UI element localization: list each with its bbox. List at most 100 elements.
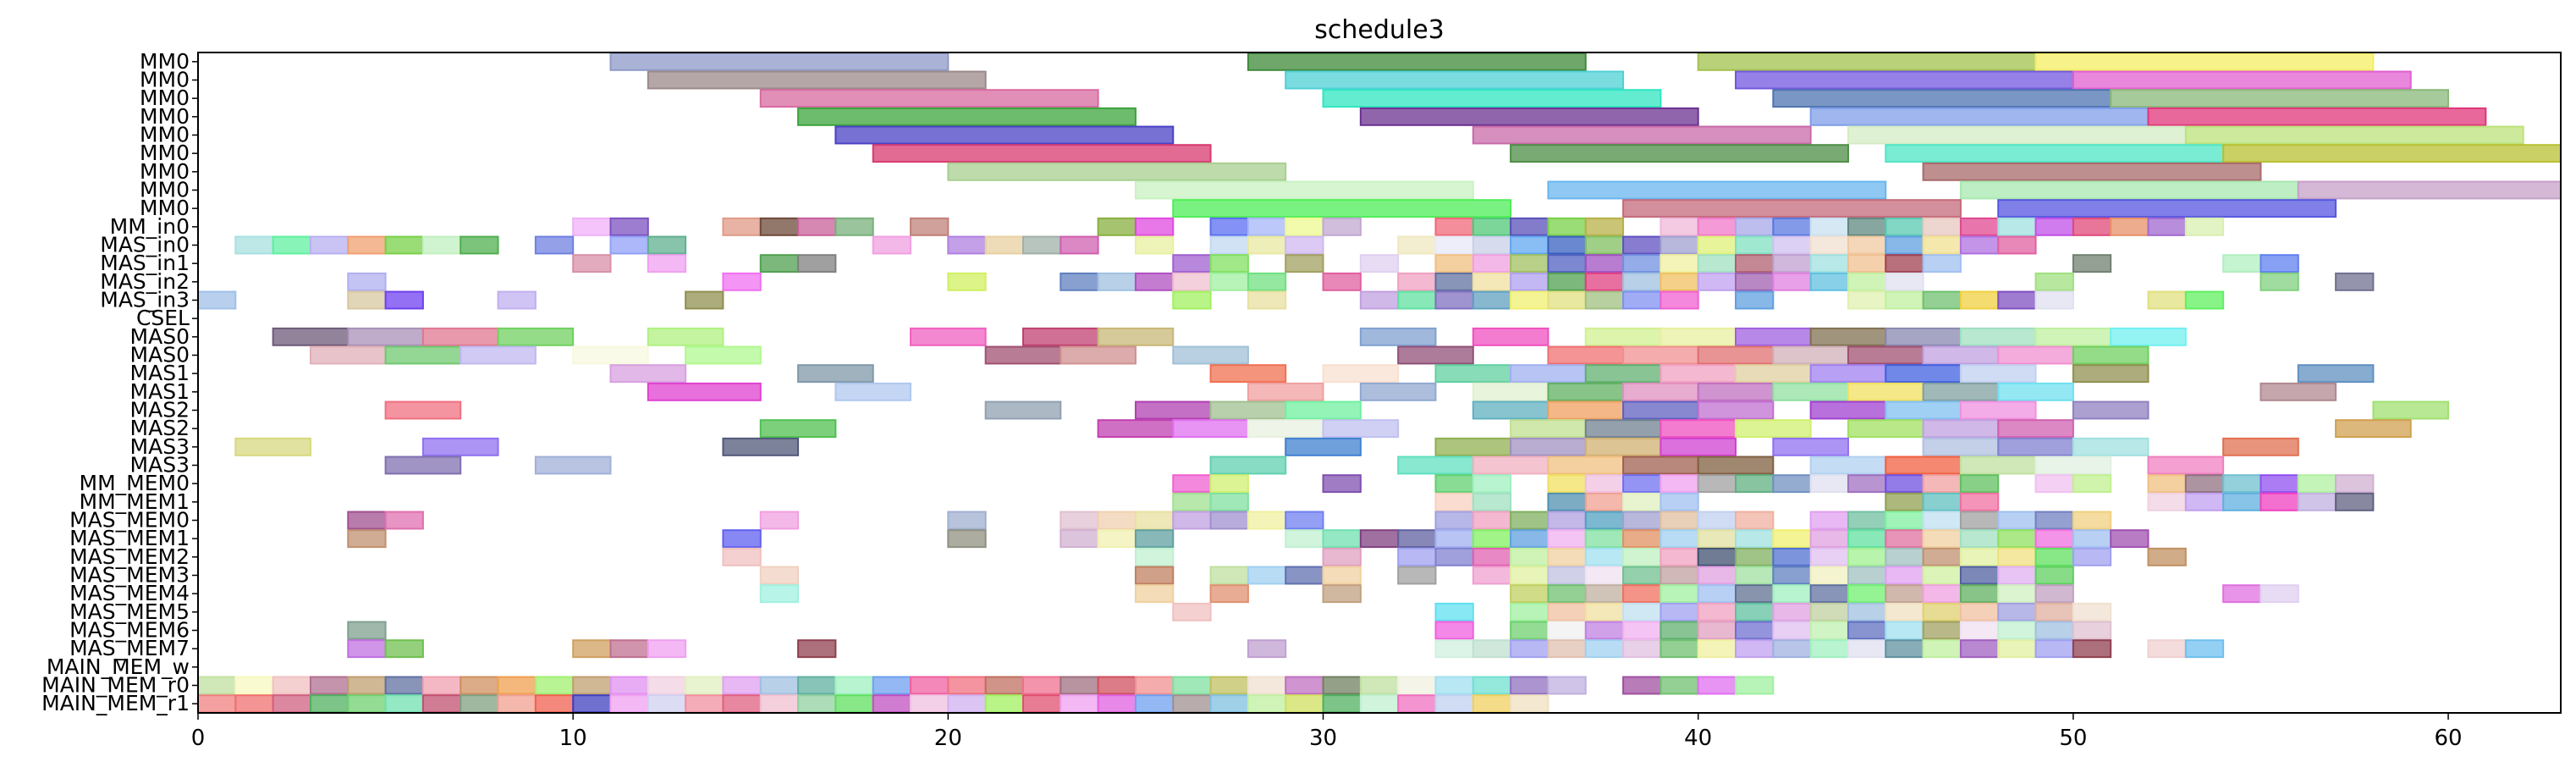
task-bar xyxy=(984,400,1062,420)
task-bar xyxy=(2034,584,2074,604)
task-bar xyxy=(1772,547,1812,566)
task-bar xyxy=(1397,547,1437,566)
task-bar xyxy=(2260,584,2299,604)
task-bar xyxy=(1922,437,2000,456)
task-bar xyxy=(1547,180,1887,200)
task-bar xyxy=(1434,602,1474,621)
task-bar xyxy=(1510,584,1549,604)
task-bar xyxy=(1922,566,1962,585)
task-bar xyxy=(1997,437,2074,456)
task-bar xyxy=(1885,511,1924,530)
task-bar xyxy=(1885,364,1962,384)
task-bar xyxy=(2147,492,2187,511)
task-bar xyxy=(1847,419,1924,439)
task-bar xyxy=(1510,511,1549,530)
task-bar xyxy=(1434,474,1474,494)
task-bar xyxy=(1697,584,1737,604)
task-bar xyxy=(1809,364,1887,384)
task-bar xyxy=(347,676,387,695)
task-bar xyxy=(1885,217,1924,236)
task-bar xyxy=(1060,529,1099,549)
task-bar xyxy=(384,400,462,420)
task-bar xyxy=(1735,602,1775,621)
task-bar xyxy=(910,676,949,695)
task-bar xyxy=(1922,217,1962,236)
task-bar xyxy=(1809,566,1849,585)
task-bar xyxy=(2034,327,2112,346)
row-label: MAS_in1 xyxy=(100,251,190,275)
task-bar xyxy=(1285,437,1362,456)
task-bar xyxy=(1885,602,1924,621)
task-bar xyxy=(1735,254,1775,273)
task-bar xyxy=(1510,235,1549,255)
task-bar xyxy=(1209,584,1249,604)
task-bar xyxy=(1547,290,1587,310)
task-bar xyxy=(460,235,499,255)
task-bar xyxy=(1697,272,1737,291)
task-bar xyxy=(1472,327,1549,346)
task-bar xyxy=(1322,419,1400,439)
task-bar xyxy=(1209,566,1249,585)
task-bar xyxy=(1697,235,1737,255)
task-bar xyxy=(1697,511,1737,530)
task-bar xyxy=(1472,529,1512,549)
task-bar xyxy=(1660,290,1699,310)
task-bar xyxy=(1809,254,1849,273)
row-label: MAS_MEM4 xyxy=(69,581,190,605)
task-bar xyxy=(1735,566,1775,585)
task-bar xyxy=(1847,290,1887,310)
task-bar xyxy=(572,217,612,236)
task-bar xyxy=(384,511,424,530)
row-label: MM0 xyxy=(140,159,190,184)
task-bar xyxy=(1660,272,1699,291)
task-bar xyxy=(1997,529,2037,549)
task-bar xyxy=(1584,474,1625,494)
task-bar xyxy=(2034,52,2375,71)
task-bar xyxy=(1397,694,1437,714)
task-bar xyxy=(1622,621,1662,640)
task-bar xyxy=(1134,272,1175,291)
task-bar xyxy=(1885,547,1924,566)
task-bar xyxy=(722,547,762,566)
task-bar xyxy=(1660,529,1699,549)
task-bar xyxy=(1547,566,1587,585)
task-bar xyxy=(722,217,762,236)
task-bar xyxy=(572,254,612,273)
task-bar xyxy=(1622,547,1662,566)
task-bar xyxy=(1809,639,1849,659)
task-bar xyxy=(1322,566,1362,585)
row-label: MM0 xyxy=(140,86,190,110)
task-bar xyxy=(759,584,800,604)
task-bar xyxy=(1997,199,2337,218)
task-bar xyxy=(1510,254,1549,273)
task-bar xyxy=(1847,584,1887,604)
task-bar xyxy=(1285,217,1324,236)
task-bar xyxy=(2072,602,2112,621)
task-bar xyxy=(2072,70,2412,90)
task-bar xyxy=(1434,437,1512,456)
task-bar xyxy=(685,290,724,310)
task-bar xyxy=(1622,639,1662,659)
task-bar xyxy=(1584,639,1625,659)
row-label: MM0 xyxy=(140,68,190,92)
task-bar xyxy=(1359,694,1400,714)
task-bar xyxy=(1885,456,1962,475)
task-bar xyxy=(2034,547,2074,566)
task-bar xyxy=(2147,639,2187,659)
task-bar xyxy=(1510,621,1549,640)
task-bar xyxy=(1959,180,2299,200)
task-bar xyxy=(1397,272,1437,291)
task-bar xyxy=(1622,254,1662,273)
task-bar xyxy=(1660,547,1699,566)
task-bar xyxy=(2072,474,2112,494)
task-bar xyxy=(834,694,874,714)
task-bar xyxy=(1322,584,1362,604)
task-bar xyxy=(272,676,311,695)
task-bar xyxy=(1285,235,1324,255)
task-bar xyxy=(1547,400,1625,420)
task-bar xyxy=(1772,474,1812,494)
task-bar xyxy=(1847,272,1887,291)
task-bar xyxy=(1322,364,1400,384)
task-bar xyxy=(2335,272,2375,291)
task-bar xyxy=(797,217,837,236)
